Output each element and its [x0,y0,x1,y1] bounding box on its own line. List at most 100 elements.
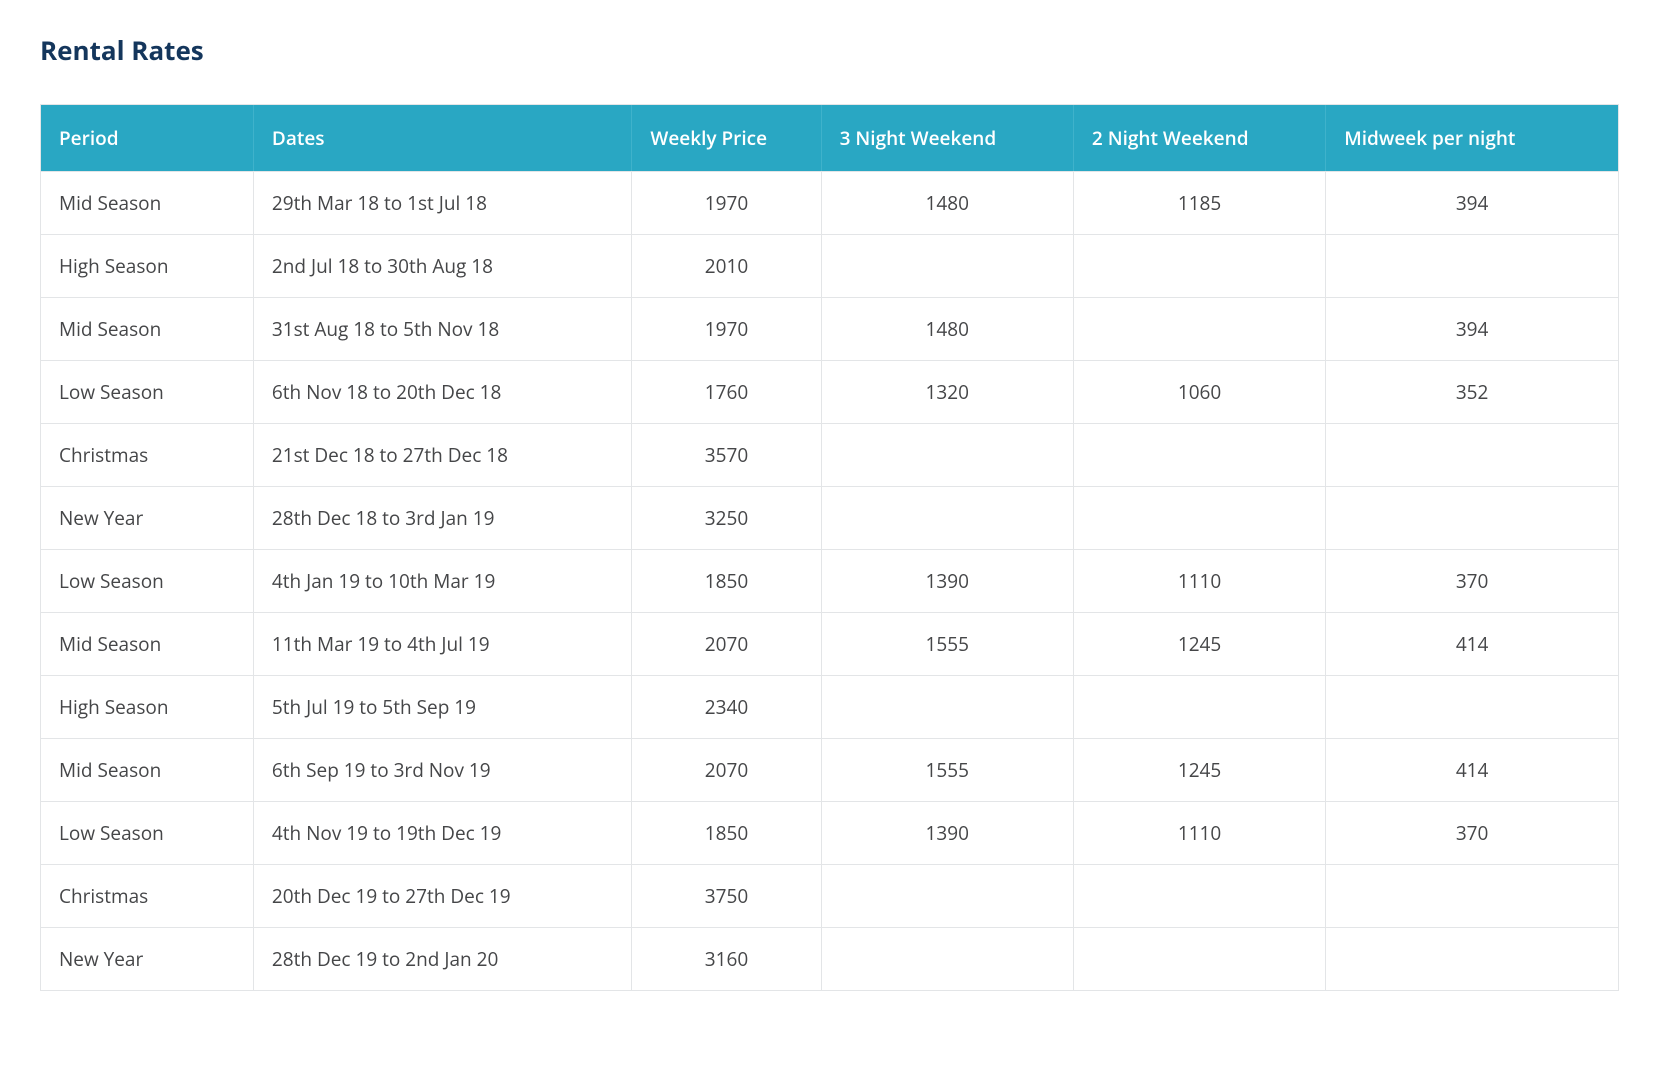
table-row: Mid Season 6th Sep 19 to 3rd Nov 19 2070… [41,738,1618,801]
cell-weekly: 3160 [632,927,821,990]
cell-dates: 6th Sep 19 to 3rd Nov 19 [254,738,632,801]
cell-2night: 1245 [1074,612,1326,675]
col-header-midweek: Midweek per night [1326,105,1618,171]
cell-2night [1074,675,1326,738]
cell-midweek [1326,927,1618,990]
cell-3night [822,234,1074,297]
table-row: Mid Season 29th Mar 18 to 1st Jul 18 197… [41,171,1618,234]
cell-3night: 1390 [822,549,1074,612]
cell-period: High Season [41,234,254,297]
table-row: Christmas 20th Dec 19 to 27th Dec 19 375… [41,864,1618,927]
cell-dates: 31st Aug 18 to 5th Nov 18 [254,297,632,360]
cell-period: Mid Season [41,612,254,675]
cell-period: Mid Season [41,738,254,801]
cell-midweek: 414 [1326,738,1618,801]
table-row: Low Season 6th Nov 18 to 20th Dec 18 176… [41,360,1618,423]
cell-weekly: 3250 [632,486,821,549]
cell-3night: 1480 [822,297,1074,360]
col-header-dates: Dates [254,105,632,171]
cell-3night [822,927,1074,990]
table-row: Mid Season 31st Aug 18 to 5th Nov 18 197… [41,297,1618,360]
cell-dates: 21st Dec 18 to 27th Dec 18 [254,423,632,486]
cell-2night: 1060 [1074,360,1326,423]
cell-3night [822,423,1074,486]
col-header-period: Period [41,105,254,171]
cell-dates: 5th Jul 19 to 5th Sep 19 [254,675,632,738]
cell-period: Christmas [41,423,254,486]
table-row: Low Season 4th Jan 19 to 10th Mar 19 185… [41,549,1618,612]
col-header-2night: 2 Night Weekend [1074,105,1326,171]
cell-2night: 1110 [1074,549,1326,612]
table-row: New Year 28th Dec 18 to 3rd Jan 19 3250 [41,486,1618,549]
cell-weekly: 1850 [632,801,821,864]
cell-midweek: 414 [1326,612,1618,675]
cell-midweek: 394 [1326,297,1618,360]
cell-3night: 1390 [822,801,1074,864]
cell-midweek: 370 [1326,549,1618,612]
col-header-3night: 3 Night Weekend [822,105,1074,171]
table-row: High Season 2nd Jul 18 to 30th Aug 18 20… [41,234,1618,297]
table-row: Low Season 4th Nov 19 to 19th Dec 19 185… [41,801,1618,864]
cell-period: Low Season [41,549,254,612]
table-row: Christmas 21st Dec 18 to 27th Dec 18 357… [41,423,1618,486]
cell-3night: 1320 [822,360,1074,423]
cell-2night: 1185 [1074,171,1326,234]
cell-2night [1074,486,1326,549]
cell-midweek [1326,423,1618,486]
cell-midweek [1326,234,1618,297]
cell-midweek [1326,486,1618,549]
cell-midweek [1326,675,1618,738]
cell-period: New Year [41,486,254,549]
cell-3night [822,675,1074,738]
table-row: High Season 5th Jul 19 to 5th Sep 19 234… [41,675,1618,738]
cell-3night: 1555 [822,612,1074,675]
cell-weekly: 2070 [632,738,821,801]
table-header-row: Period Dates Weekly Price 3 Night Weeken… [41,105,1618,171]
cell-2night [1074,297,1326,360]
cell-period: Mid Season [41,171,254,234]
cell-2night [1074,423,1326,486]
cell-3night: 1480 [822,171,1074,234]
table-body: Mid Season 29th Mar 18 to 1st Jul 18 197… [41,171,1618,990]
cell-midweek: 370 [1326,801,1618,864]
cell-dates: 4th Jan 19 to 10th Mar 19 [254,549,632,612]
cell-midweek [1326,864,1618,927]
cell-2night: 1110 [1074,801,1326,864]
cell-dates: 11th Mar 19 to 4th Jul 19 [254,612,632,675]
cell-3night: 1555 [822,738,1074,801]
cell-dates: 2nd Jul 18 to 30th Aug 18 [254,234,632,297]
cell-weekly: 2070 [632,612,821,675]
cell-period: Mid Season [41,297,254,360]
cell-dates: 4th Nov 19 to 19th Dec 19 [254,801,632,864]
cell-3night [822,486,1074,549]
cell-period: High Season [41,675,254,738]
cell-weekly: 3570 [632,423,821,486]
cell-period: New Year [41,927,254,990]
cell-dates: 29th Mar 18 to 1st Jul 18 [254,171,632,234]
cell-2night [1074,234,1326,297]
cell-dates: 28th Dec 18 to 3rd Jan 19 [254,486,632,549]
cell-midweek: 394 [1326,171,1618,234]
cell-weekly: 2340 [632,675,821,738]
table-row: New Year 28th Dec 19 to 2nd Jan 20 3160 [41,927,1618,990]
rental-rates-table: Period Dates Weekly Price 3 Night Weeken… [40,104,1619,991]
cell-2night [1074,864,1326,927]
table-row: Mid Season 11th Mar 19 to 4th Jul 19 207… [41,612,1618,675]
page-title: Rental Rates [40,32,1619,68]
cell-weekly: 1850 [632,549,821,612]
cell-dates: 28th Dec 19 to 2nd Jan 20 [254,927,632,990]
cell-weekly: 3750 [632,864,821,927]
cell-2night [1074,927,1326,990]
cell-period: Christmas [41,864,254,927]
cell-weekly: 1760 [632,360,821,423]
cell-2night: 1245 [1074,738,1326,801]
cell-midweek: 352 [1326,360,1618,423]
cell-period: Low Season [41,360,254,423]
cell-weekly: 1970 [632,297,821,360]
cell-weekly: 2010 [632,234,821,297]
cell-dates: 20th Dec 19 to 27th Dec 19 [254,864,632,927]
cell-dates: 6th Nov 18 to 20th Dec 18 [254,360,632,423]
cell-period: Low Season [41,801,254,864]
cell-3night [822,864,1074,927]
col-header-weekly: Weekly Price [632,105,821,171]
